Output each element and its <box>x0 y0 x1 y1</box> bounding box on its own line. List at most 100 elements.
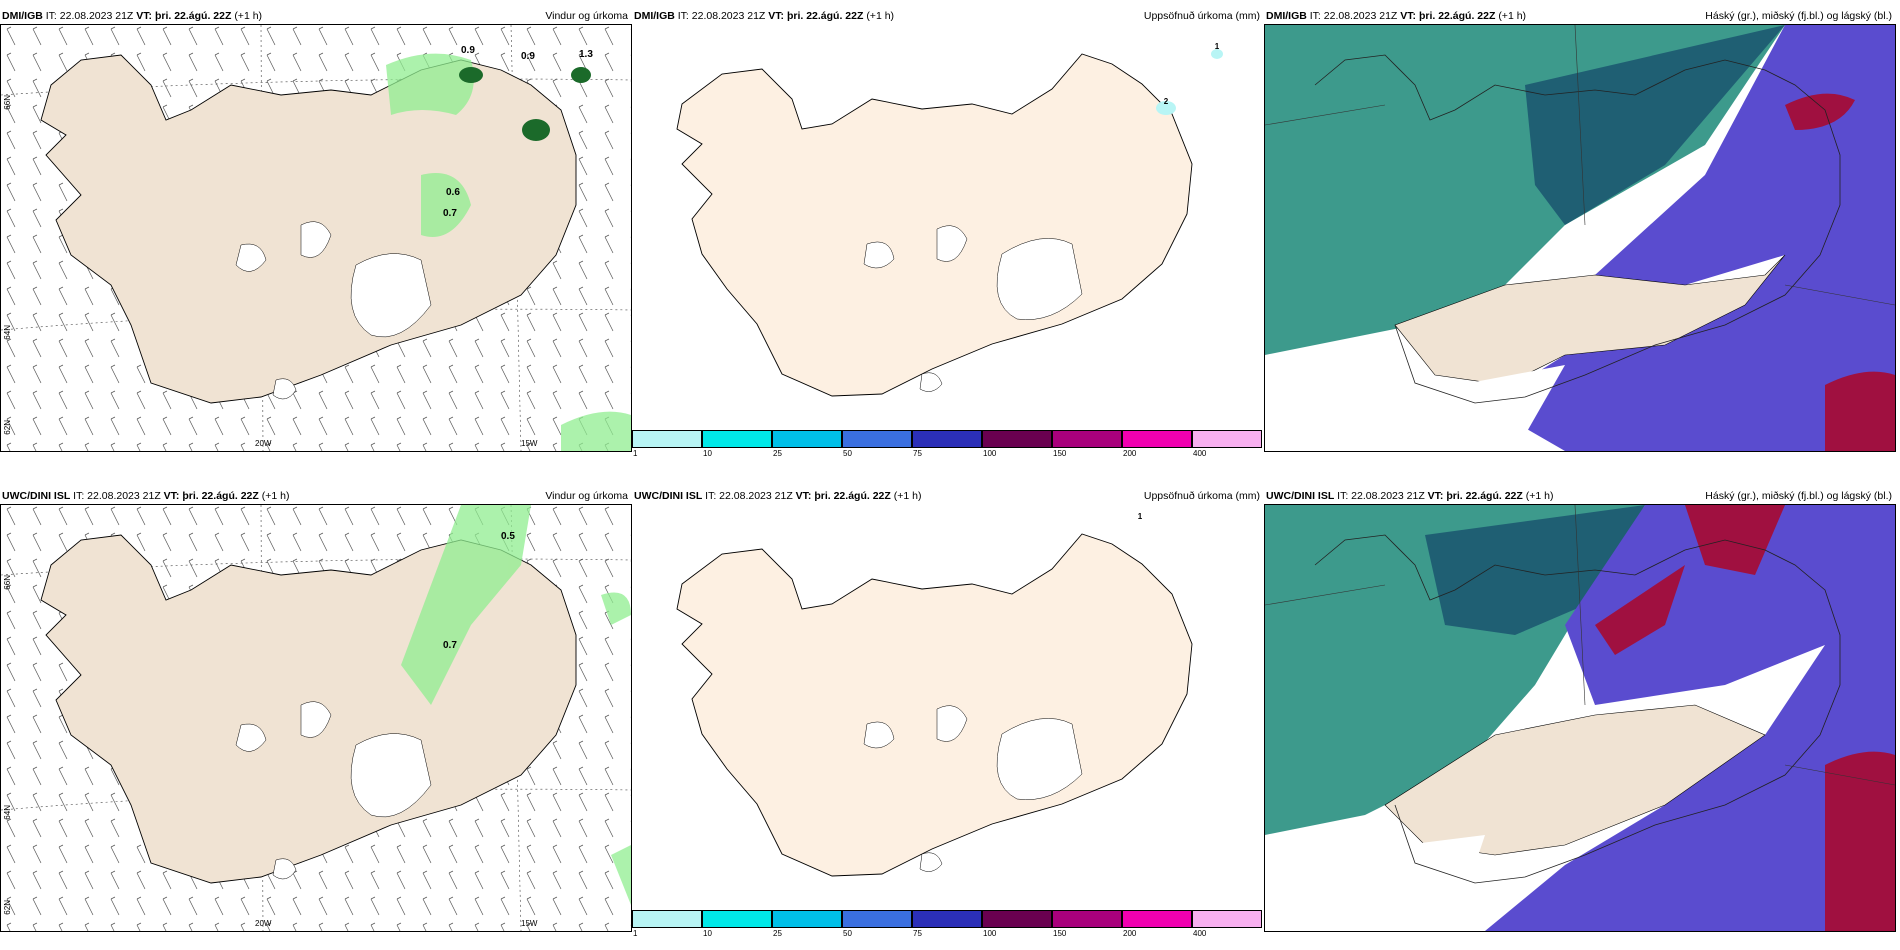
panel-accum-precip-uwc: UWC/DINI ISL IT: 22.08.2023 21Z VT: þri.… <box>632 480 1264 938</box>
model-name: DMI/IGB <box>1266 10 1307 22</box>
init-time: IT: 22.08.2023 21Z <box>73 490 161 502</box>
colorbar-tick: 25 <box>773 929 782 938</box>
glaciers <box>863 225 1083 392</box>
colorbar-swatch <box>842 910 912 928</box>
product-title: Uppsöfnuð úrkoma (mm) <box>1143 490 1260 502</box>
model-name: UWC/DINI ISL <box>634 490 703 502</box>
accum-map <box>676 533 1193 877</box>
product-title: Háský (gr.), miðský (fj.bl.) og lágský (… <box>1705 490 1892 502</box>
coastline <box>1314 54 1841 404</box>
colorbar-tick: 10 <box>703 929 712 938</box>
panel-accum-precip-dmi: DMI/IGB IT: 22.08.2023 21Z VT: þri. 22.á… <box>632 0 1264 458</box>
iceland-land <box>676 53 1193 397</box>
glaciers <box>863 705 1083 872</box>
colorbar-tick: 400 <box>1193 449 1207 458</box>
colorbar-tick: 200 <box>1123 449 1137 458</box>
lon-label: 15W <box>521 919 538 928</box>
colorbar-tick: 1 <box>633 449 638 458</box>
colorbar-tick: 150 <box>1053 929 1067 938</box>
colorbar-tick: 50 <box>843 449 852 458</box>
lon-label: 15W <box>521 439 538 448</box>
colorbar-tick: 400 <box>1193 929 1207 938</box>
colorbar-swatch <box>1052 910 1122 928</box>
colorbar-swatch <box>982 910 1052 928</box>
model-name: UWC/DINI ISL <box>2 490 71 502</box>
low-cloud-area <box>1485 505 1895 931</box>
colorbar-swatch <box>912 430 982 448</box>
valid-label: VT: <box>163 490 180 502</box>
precip-value: 0.5 <box>501 531 515 542</box>
glaciers <box>235 221 432 400</box>
colorbar-tick: 1 <box>633 929 638 938</box>
product-title: Vindur og úrkoma <box>545 490 628 502</box>
lead-time: (+1 h) <box>866 10 895 22</box>
iceland-land <box>676 533 1193 877</box>
colorbar-swatch <box>1052 430 1122 448</box>
colorbar-swatch <box>632 430 702 448</box>
valid-time: þri. 22.ágú. 22Z <box>786 10 864 22</box>
lat-label: 62N <box>3 420 12 435</box>
colorbar: 1 10 25 50 75 100 150 200 400 <box>632 430 1264 458</box>
init-time: IT: 22.08.2023 21Z <box>705 490 793 502</box>
map-canvas[interactable] <box>1264 504 1896 932</box>
colorbar-swatch <box>982 430 1052 448</box>
clear-area <box>1405 365 1565 451</box>
lead-time: (+1 h) <box>261 490 290 502</box>
lon-label: 20W <box>255 439 272 448</box>
valid-label: VT: <box>768 10 785 22</box>
valid-time: þri. 22.ágú. 22Z <box>154 10 232 22</box>
precip-areas <box>401 505 631 905</box>
map-canvas[interactable]: 1 2 <box>632 24 1262 430</box>
model-name: DMI/IGB <box>634 10 675 22</box>
map-canvas[interactable]: 0.5 0.7 66N 64N 62N 20W 15W <box>0 504 632 932</box>
precip-value: 0.6 <box>446 187 460 198</box>
init-time: IT: 22.08.2023 21Z <box>45 10 134 22</box>
valid-time: þri. 22.ágú. 22Z <box>1418 10 1496 22</box>
precip-value: 0.9 <box>461 45 475 56</box>
panel-header: DMI/IGB IT: 22.08.2023 21Z VT: þri. 22.á… <box>2 10 628 24</box>
valid-label: VT: <box>1427 490 1444 502</box>
map-canvas[interactable]: 0.9 0.9 1.3 0.6 0.7 66N 64N 62N 20W 15W <box>0 24 632 452</box>
colorbar-tick: 75 <box>913 929 922 938</box>
init-time: IT: 22.08.2023 21Z <box>1337 490 1425 502</box>
colorbar-tick: 100 <box>983 929 997 938</box>
product-title: Háský (gr.), miðský (fj.bl.) og lágský (… <box>1705 10 1892 22</box>
panel-header: UWC/DINI ISL IT: 22.08.2023 21Z VT: þri.… <box>2 490 628 504</box>
map-canvas[interactable] <box>1264 24 1896 452</box>
colorbar-swatch <box>1122 430 1192 448</box>
clear-area <box>1325 835 1485 931</box>
panel-header: UWC/DINI ISL IT: 22.08.2023 21Z VT: þri.… <box>634 490 1260 504</box>
init-time: IT: 22.08.2023 21Z <box>677 10 766 22</box>
lat-label: 62N <box>3 900 12 915</box>
panel-header: UWC/DINI ISL IT: 22.08.2023 21Z VT: þri.… <box>1266 490 1892 504</box>
mid-cloud-area <box>1525 25 1785 225</box>
accum-map <box>676 49 1223 397</box>
accum-mark: 2 <box>1163 97 1169 106</box>
lat-label: 64N <box>3 805 12 820</box>
map-canvas[interactable]: 1 <box>632 504 1262 910</box>
product-title: Uppsöfnuð úrkoma (mm) <box>1143 10 1260 22</box>
valid-time: þri. 22.ágú. 22Z <box>182 490 259 502</box>
lat-label: 66N <box>3 575 12 590</box>
precip-value: 0.7 <box>443 208 457 219</box>
lat-label: 64N <box>3 325 12 340</box>
precip-value: 1.3 <box>579 49 593 60</box>
model-name: UWC/DINI ISL <box>1266 490 1335 502</box>
valid-label: VT: <box>795 490 812 502</box>
colorbar-tick: 50 <box>843 929 852 938</box>
lon-label: 20W <box>255 919 272 928</box>
lat-label: 66N <box>3 95 12 110</box>
graticule <box>1265 505 1895 786</box>
colorbar-tick: 75 <box>913 449 922 458</box>
colorbar-swatch <box>702 910 772 928</box>
product-title: Vindur og úrkoma <box>545 10 628 22</box>
colorbar-swatch <box>702 430 772 448</box>
valid-time: þri. 22.ágú. 22Z <box>814 490 891 502</box>
glaciers <box>235 701 432 880</box>
panel-clouds-uwc: UWC/DINI ISL IT: 22.08.2023 21Z VT: þri.… <box>1264 480 1896 932</box>
panel-wind-precip-dmi: DMI/IGB IT: 22.08.2023 21Z VT: þri. 22.á… <box>0 0 632 452</box>
accum-mark: 1 <box>1214 42 1220 51</box>
colorbar-tick: 10 <box>703 449 712 458</box>
precip-areas <box>386 53 631 451</box>
colorbar-swatch <box>842 430 912 448</box>
